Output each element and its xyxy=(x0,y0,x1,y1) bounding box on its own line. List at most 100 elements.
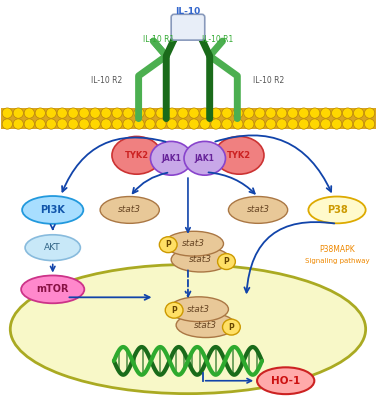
Circle shape xyxy=(101,119,111,129)
Circle shape xyxy=(244,119,254,129)
Circle shape xyxy=(343,119,353,129)
Circle shape xyxy=(266,108,276,118)
FancyBboxPatch shape xyxy=(171,14,205,40)
Circle shape xyxy=(365,108,375,118)
Circle shape xyxy=(57,108,67,118)
Ellipse shape xyxy=(309,196,366,223)
Ellipse shape xyxy=(171,247,230,272)
Circle shape xyxy=(178,108,188,118)
Text: JAK1: JAK1 xyxy=(161,154,181,163)
Circle shape xyxy=(189,119,199,129)
Circle shape xyxy=(343,108,353,118)
Circle shape xyxy=(266,119,276,129)
Circle shape xyxy=(178,119,188,129)
Text: Signaling pathway: Signaling pathway xyxy=(305,258,370,264)
Circle shape xyxy=(310,119,320,129)
Ellipse shape xyxy=(22,196,83,224)
Circle shape xyxy=(24,119,34,129)
Ellipse shape xyxy=(112,136,161,174)
Circle shape xyxy=(2,108,13,118)
Circle shape xyxy=(222,108,232,118)
Circle shape xyxy=(255,108,265,118)
Ellipse shape xyxy=(257,367,314,394)
Circle shape xyxy=(310,108,320,118)
Circle shape xyxy=(354,119,364,129)
Circle shape xyxy=(68,119,78,129)
Text: P38: P38 xyxy=(327,205,348,215)
Text: P: P xyxy=(224,257,229,266)
Circle shape xyxy=(200,119,210,129)
Text: stat3: stat3 xyxy=(187,305,210,314)
Circle shape xyxy=(288,119,298,129)
Text: P: P xyxy=(171,306,177,315)
Circle shape xyxy=(123,119,133,129)
Circle shape xyxy=(211,119,221,129)
Circle shape xyxy=(167,119,177,129)
Circle shape xyxy=(354,108,364,118)
Circle shape xyxy=(145,119,155,129)
Circle shape xyxy=(233,108,243,118)
Circle shape xyxy=(321,108,331,118)
Circle shape xyxy=(112,119,122,129)
Ellipse shape xyxy=(165,302,183,318)
Ellipse shape xyxy=(229,196,288,223)
Text: stat3: stat3 xyxy=(194,321,217,330)
Circle shape xyxy=(244,108,254,118)
Ellipse shape xyxy=(159,237,177,253)
Text: TYK2: TYK2 xyxy=(125,151,149,160)
Text: IL-10 R2: IL-10 R2 xyxy=(253,76,285,85)
Ellipse shape xyxy=(215,136,264,174)
Circle shape xyxy=(68,108,78,118)
Ellipse shape xyxy=(100,196,159,223)
Circle shape xyxy=(222,119,232,129)
Text: mTOR: mTOR xyxy=(36,284,69,294)
Text: IL-10 R1: IL-10 R1 xyxy=(143,35,174,44)
Circle shape xyxy=(13,108,23,118)
Ellipse shape xyxy=(25,235,80,260)
Ellipse shape xyxy=(222,319,240,335)
Text: stat3: stat3 xyxy=(189,255,212,264)
Text: stat3: stat3 xyxy=(247,206,269,214)
Ellipse shape xyxy=(176,313,235,338)
Circle shape xyxy=(288,108,298,118)
Circle shape xyxy=(299,108,309,118)
Circle shape xyxy=(90,108,100,118)
Ellipse shape xyxy=(169,297,229,322)
Circle shape xyxy=(299,119,309,129)
Ellipse shape xyxy=(10,264,366,394)
Text: IL-10: IL-10 xyxy=(175,7,200,16)
Circle shape xyxy=(57,119,67,129)
Circle shape xyxy=(24,108,34,118)
Circle shape xyxy=(365,119,375,129)
Circle shape xyxy=(46,108,56,118)
Text: AKT: AKT xyxy=(44,243,61,252)
Circle shape xyxy=(90,119,100,129)
Ellipse shape xyxy=(150,142,192,175)
Circle shape xyxy=(79,119,89,129)
Text: IL-10 R2: IL-10 R2 xyxy=(91,76,123,85)
Circle shape xyxy=(123,108,133,118)
Circle shape xyxy=(277,119,287,129)
Circle shape xyxy=(189,108,199,118)
Circle shape xyxy=(211,108,221,118)
Circle shape xyxy=(35,108,45,118)
Circle shape xyxy=(101,108,111,118)
Circle shape xyxy=(13,119,23,129)
Text: stat3: stat3 xyxy=(118,206,141,214)
Text: JAK1: JAK1 xyxy=(195,154,215,163)
Circle shape xyxy=(233,119,243,129)
Circle shape xyxy=(112,108,122,118)
Circle shape xyxy=(145,108,155,118)
Circle shape xyxy=(332,119,342,129)
Circle shape xyxy=(255,119,265,129)
Circle shape xyxy=(321,119,331,129)
Circle shape xyxy=(156,119,166,129)
Text: stat3: stat3 xyxy=(182,239,205,248)
Text: PI3K: PI3K xyxy=(40,205,65,215)
Ellipse shape xyxy=(21,276,84,303)
Circle shape xyxy=(277,108,287,118)
Text: IL-10 R1: IL-10 R1 xyxy=(202,35,233,44)
Bar xyxy=(2,108,376,130)
Circle shape xyxy=(134,119,144,129)
Text: HO-1: HO-1 xyxy=(271,376,300,386)
